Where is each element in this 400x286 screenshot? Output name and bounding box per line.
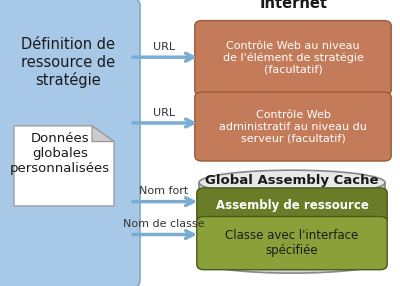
FancyBboxPatch shape xyxy=(0,0,140,286)
FancyBboxPatch shape xyxy=(195,21,391,95)
Text: Contrôle Web au niveau
de l'élément de stratégie
(facultatif): Contrôle Web au niveau de l'élément de s… xyxy=(222,41,364,75)
Ellipse shape xyxy=(224,51,252,88)
Text: URL: URL xyxy=(153,42,175,52)
FancyBboxPatch shape xyxy=(199,182,385,261)
FancyBboxPatch shape xyxy=(197,217,387,270)
Ellipse shape xyxy=(309,74,340,104)
Ellipse shape xyxy=(264,76,303,106)
Text: Définition de
ressource de
stratégie: Définition de ressource de stratégie xyxy=(21,37,115,88)
Ellipse shape xyxy=(199,170,385,195)
Text: Internet: Internet xyxy=(260,0,328,11)
Text: Contrôle Web
administratif au niveau du
serveur (facultatif): Contrôle Web administratif au niveau du … xyxy=(219,110,367,143)
Ellipse shape xyxy=(234,74,262,102)
FancyBboxPatch shape xyxy=(197,188,387,224)
Text: Global Assembly Cache: Global Assembly Cache xyxy=(205,174,379,187)
Text: Nom fort: Nom fort xyxy=(139,186,189,196)
Ellipse shape xyxy=(199,249,385,273)
Text: Assembly de ressource: Assembly de ressource xyxy=(216,199,368,212)
Text: URL: URL xyxy=(153,108,175,118)
Text: Nom de classe: Nom de classe xyxy=(123,219,205,229)
Text: Données
globales
personnalisées: Données globales personnalisées xyxy=(10,132,110,175)
Text: Classe avec l'interface
spécifiée: Classe avec l'interface spécifiée xyxy=(225,229,359,257)
Polygon shape xyxy=(92,126,114,142)
FancyBboxPatch shape xyxy=(195,92,391,161)
Polygon shape xyxy=(14,126,114,206)
Ellipse shape xyxy=(295,34,334,78)
Ellipse shape xyxy=(256,34,292,78)
Ellipse shape xyxy=(340,55,366,89)
